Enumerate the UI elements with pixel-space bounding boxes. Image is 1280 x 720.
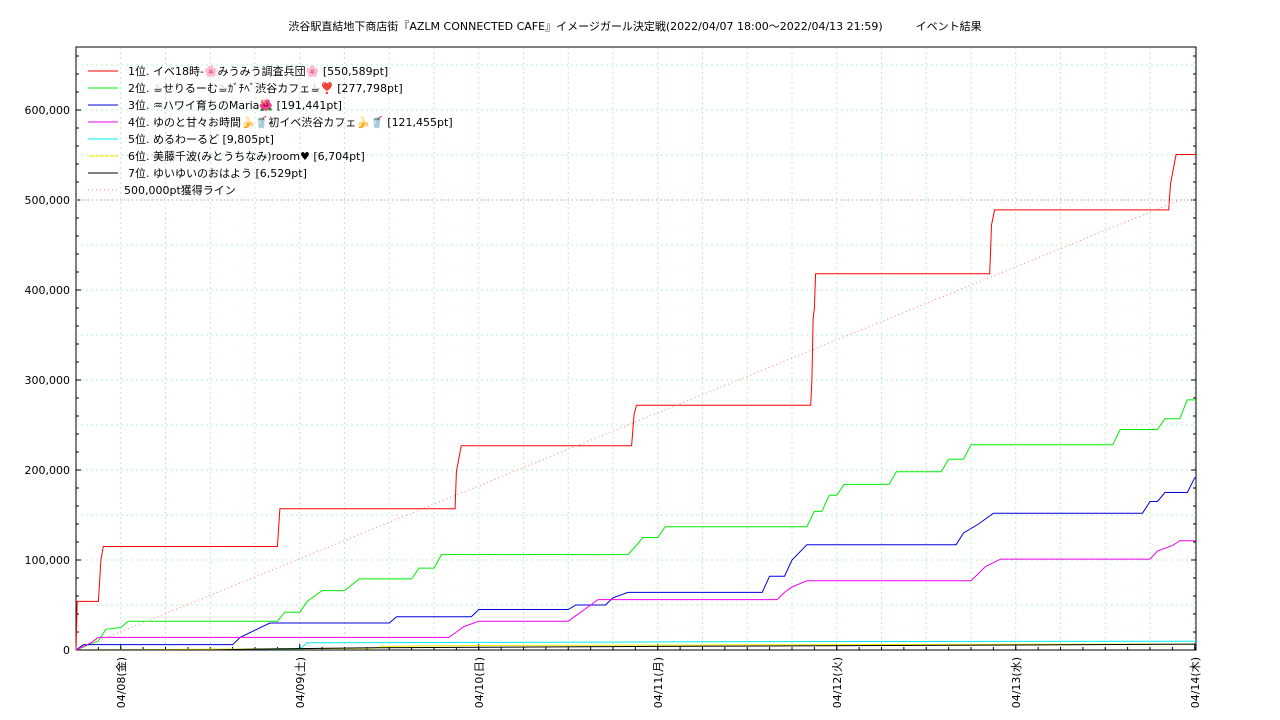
legend-label: 7位. ゆいゆいのおはよう [6,529pt] bbox=[128, 166, 307, 180]
y-tick-label: 500,000 bbox=[25, 194, 71, 207]
y-tick-label: 0 bbox=[63, 644, 70, 657]
legend-label: 4位. ゆのと甘々お時間🍌🥤初イベ渋谷カフェ🍌🥤 [121,455pt] bbox=[128, 115, 453, 129]
grid bbox=[76, 47, 1196, 651]
legend-label: 3位. ♒ハワイ育ちのMaria🌺 [191,441pt] bbox=[128, 98, 342, 112]
x-tick-label: 04/11(月) bbox=[652, 657, 665, 708]
chart-title: 渋谷駅直結地下商店街『AZLM CONNECTED CAFE』イメージガール決定… bbox=[288, 19, 981, 33]
legend-label: 500,000pt獲得ライン bbox=[124, 184, 236, 197]
series-line-4 bbox=[75, 540, 1196, 651]
legend-label: 6位. 美藤千波(みとうちなみ)room♥ [6,704pt] bbox=[128, 149, 365, 163]
x-tick-label: 04/13(水) bbox=[1010, 657, 1023, 708]
axes: 0 100,000 200,000 300,000 400,000 500,000 600,… bbox=[25, 46, 1202, 708]
series-line-8 bbox=[75, 199, 1180, 651]
series-lines bbox=[75, 154, 1197, 651]
y-tick-label: 200,000 bbox=[25, 464, 71, 477]
series-line-3 bbox=[75, 477, 1196, 651]
x-tick-label: 04/08(金) bbox=[114, 657, 128, 708]
legend-label: 5位. めるわーるど [9,805pt] bbox=[128, 132, 274, 146]
y-tick-label: 100,000 bbox=[25, 554, 71, 567]
y-tick-label: 600,000 bbox=[25, 104, 71, 117]
x-tick-label: 04/09(土) bbox=[294, 657, 307, 708]
x-tick-label: 04/10(日) bbox=[473, 657, 486, 708]
x-tick-label: 04/12(火) bbox=[831, 657, 844, 708]
series-line-2 bbox=[75, 399, 1197, 651]
legend-label: 2位. ☕せりるーむ☕ｶﾞﾁﾍﾞ渋谷カフェ☕❣️ [277,798pt] bbox=[128, 81, 403, 95]
y-tick-label: 400,000 bbox=[25, 284, 71, 297]
legend-label: 1位. イベ18時-🌸みうみう調査兵団🌸 [550,589pt] bbox=[128, 64, 388, 78]
legend: 1位. イベ18時-🌸みうみう調査兵団🌸 [550,589pt] 2位. ☕せりる… bbox=[88, 64, 453, 197]
series-line-7 bbox=[76, 643, 1197, 651]
y-tick-label: 300,000 bbox=[25, 374, 71, 387]
series-line-1 bbox=[75, 154, 1196, 651]
plot-frame bbox=[75, 46, 1197, 651]
x-tick-label: 04/14(木) bbox=[1189, 657, 1202, 708]
